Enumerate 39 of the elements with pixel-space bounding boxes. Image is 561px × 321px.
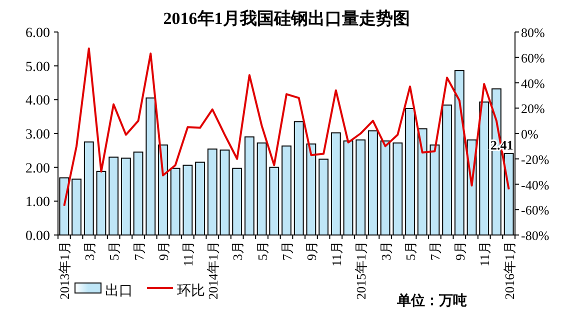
x-tick-label: 7月: [280, 241, 294, 260]
text: 单位：万吨: [396, 293, 467, 309]
x-tick-label: 5月: [254, 241, 270, 260]
chart-title: 2016年1月我国硅钢出口量走势图: [163, 9, 410, 28]
x-tick-label: 2014年1月: [205, 241, 220, 300]
x-tick-label: 3月: [230, 241, 246, 260]
y2-tick-label: 60%: [521, 50, 545, 66]
y-tick-label: 3.00: [26, 128, 50, 142]
legend-label: 出口: [105, 283, 133, 299]
x-tick-label: 9月: [452, 241, 468, 260]
x-tick-label: 3月: [82, 241, 97, 260]
y-tick-label: 4.00: [26, 94, 50, 109]
x-tick-label: 9月: [156, 241, 171, 260]
x-tick-label: 11月: [328, 241, 344, 267]
x-tick-label: 9月: [304, 241, 320, 260]
y-tick-label: 1.00: [26, 195, 50, 210]
y2-tick-label: 40%: [521, 76, 545, 91]
x-tick-label: 11月: [477, 241, 492, 267]
y-tick-label: 6.00: [26, 26, 50, 41]
legend-label: 环比: [177, 283, 205, 299]
x-tick-label: 5月: [403, 241, 418, 260]
y-tick-label: 2.00: [26, 161, 50, 176]
x-tick-label: 5月: [106, 241, 122, 260]
y2-tick-label: -60%: [521, 202, 550, 218]
y2-tick-label: 0%: [521, 126, 538, 142]
y2-tick-label: -80%: [521, 228, 550, 243]
y-tick-label: 5.00: [26, 60, 50, 75]
x-tick-label: 2015年1月: [354, 241, 369, 300]
y2-tick-label: 80%: [521, 25, 545, 40]
x-tick-label: 2016年1月: [502, 241, 517, 300]
x-tick-label: 7月: [131, 241, 146, 260]
x-tick-label: 11月: [180, 241, 196, 267]
y2-tick-label: 20%: [521, 101, 545, 116]
x-tick-label: 7月: [428, 241, 443, 260]
y-tick-label: 0.00: [26, 229, 50, 244]
x-tick-label: 2013年1月: [57, 241, 72, 300]
y2-tick-label: -20%: [521, 152, 550, 167]
y2-tick-label: -40%: [521, 177, 550, 192]
x-tick-label: 3月: [378, 241, 394, 260]
